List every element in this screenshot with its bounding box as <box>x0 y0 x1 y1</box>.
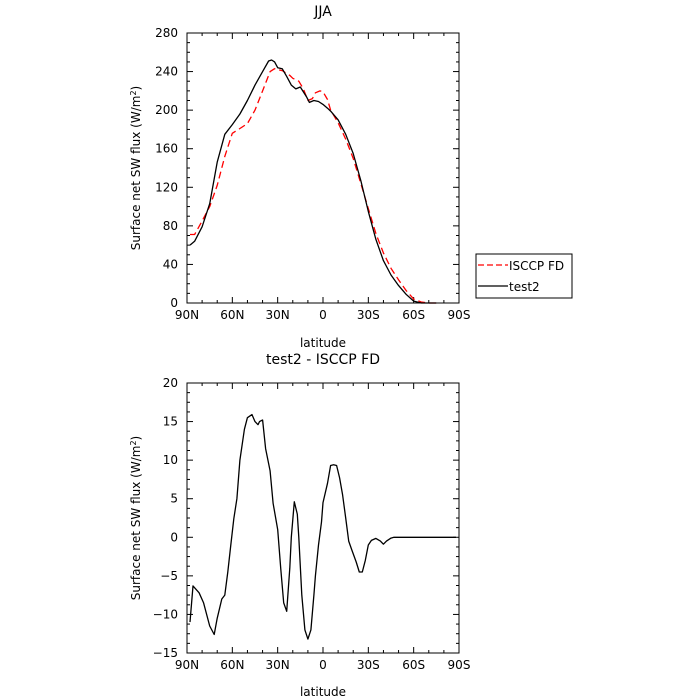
plot-frame-bottom <box>186 382 460 654</box>
x-tick-label: 0 <box>319 658 327 672</box>
chart-title-top: JJA <box>313 4 332 20</box>
series-layer-bottom <box>189 413 456 640</box>
series-line-bottom-0 <box>189 413 456 640</box>
series-line-top-1 <box>189 59 437 304</box>
y-tick-label: 15 <box>163 415 178 429</box>
x-tick-label: 90S <box>448 658 471 672</box>
x-axis-title-bottom: latitude <box>300 685 346 699</box>
x-tick-label: 30S <box>357 658 380 672</box>
series-layer-top <box>189 59 437 304</box>
y-axis-title-top-sup: 2 <box>129 90 138 95</box>
chart-panel-bottom: test2 - ISCCP FD 90N 60N 30N 0 30S 60S 90S −15… <box>129 352 471 699</box>
y-axis-title-bottom-main: Surface net SW flux (W/m <box>129 446 143 601</box>
y-axis-title-top-main: Surface net SW flux (W/m <box>129 96 143 251</box>
x-tick-label: 60N <box>220 658 244 672</box>
y-tick-label: 0 <box>170 296 178 310</box>
y-tick-label: 40 <box>163 257 178 271</box>
y-tick-label: −10 <box>153 607 178 621</box>
y-tick-label: 80 <box>163 219 178 233</box>
y-tick-labels-top: 0 40 80 120 160 200 240 280 <box>155 26 178 310</box>
x-tick-label: 60N <box>220 308 244 322</box>
y-tick-labels-bottom: −15 −10 −5 0 5 10 15 20 <box>153 376 178 660</box>
legend: ISCCP FD test2 <box>475 253 573 299</box>
y-tick-label: 160 <box>155 142 178 156</box>
axis-ticks-top <box>186 32 460 304</box>
x-axis-title-top: latitude <box>300 336 346 350</box>
y-tick-label: 20 <box>163 376 178 390</box>
x-tick-label: 90S <box>448 308 471 322</box>
x-tick-label: 60S <box>402 658 425 672</box>
chart-title-bottom: test2 - ISCCP FD <box>266 352 380 368</box>
y-tick-label: 5 <box>170 492 178 506</box>
y-tick-label: 280 <box>155 26 178 40</box>
x-tick-label: 90N <box>175 658 199 672</box>
y-axis-title-bottom: Surface net SW flux (W/m2) <box>129 436 144 600</box>
x-tick-label: 60S <box>402 308 425 322</box>
x-tick-label: 30S <box>357 308 380 322</box>
legend-label-isccp: ISCCP FD <box>509 259 564 273</box>
y-tick-label: 200 <box>155 103 178 117</box>
legend-frame <box>475 253 573 299</box>
x-tick-label: 0 <box>319 308 327 322</box>
x-tick-label: 30N <box>266 658 290 672</box>
legend-label-test2: test2 <box>509 280 540 294</box>
x-tick-label: 30N <box>266 308 290 322</box>
y-tick-label: 240 <box>155 65 178 79</box>
x-tick-labels-top: 90N 60N 30N 0 30S 60S 90S <box>175 308 471 322</box>
y-axis-title-bottom-sup: 2 <box>129 440 138 445</box>
x-tick-label: 90N <box>175 308 199 322</box>
y-tick-label: −15 <box>153 646 178 660</box>
y-tick-label: 120 <box>155 180 178 194</box>
y-tick-label: −5 <box>160 569 178 583</box>
plot-frame-top <box>186 32 460 304</box>
chart-panel-top: JJA 90N 60N 30N 0 30S 60S 90S 0 40 80 120 160 200 24… <box>129 4 471 350</box>
y-tick-label: 10 <box>163 453 178 467</box>
y-axis-title-bottom-end: ) <box>129 436 143 441</box>
axis-ticks-bottom <box>186 382 460 654</box>
y-tick-label: 0 <box>170 530 178 544</box>
y-axis-title-top: Surface net SW flux (W/m2) <box>129 86 144 250</box>
y-axis-title-top-end: ) <box>129 86 143 91</box>
series-line-top-0 <box>190 68 437 304</box>
x-tick-labels-bottom: 90N 60N 30N 0 30S 60S 90S <box>175 658 471 672</box>
